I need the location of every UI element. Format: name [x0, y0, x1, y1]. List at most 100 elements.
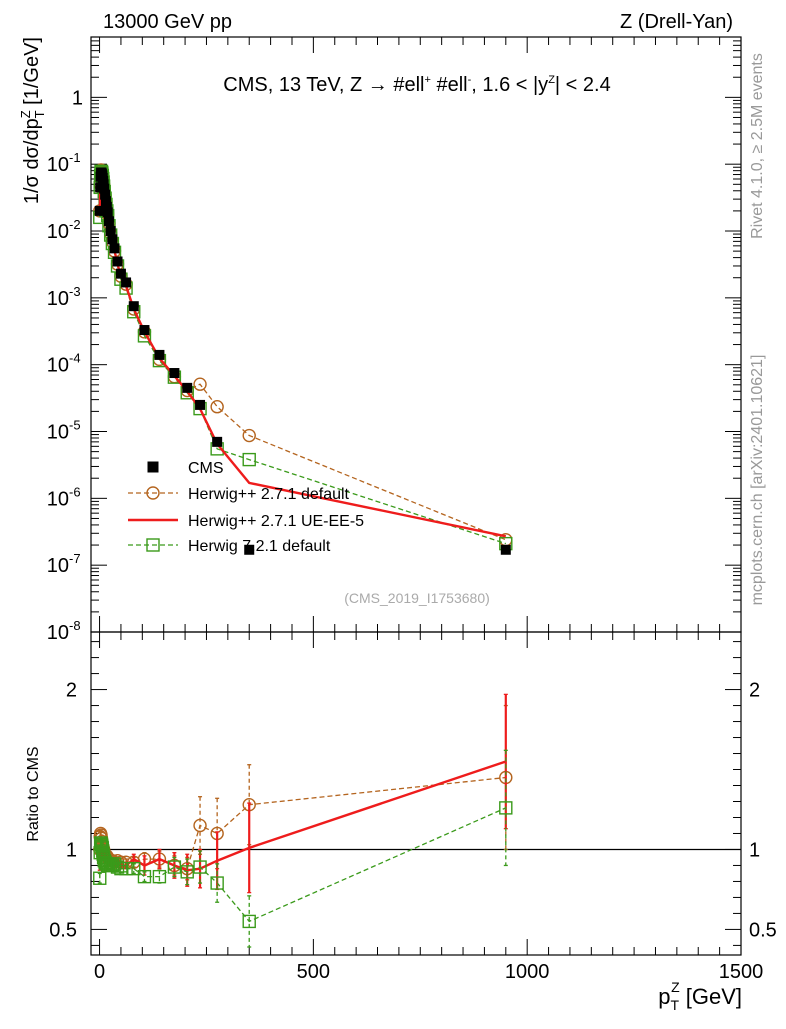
data-point-square — [210, 876, 224, 890]
legend-item: Herwig++ 2.7.1 UE-EE-5 — [128, 513, 364, 530]
data-point-cms — [139, 325, 150, 336]
legend-label: CMS — [188, 460, 224, 477]
data-point-cms — [500, 544, 511, 555]
main-axes: 110-110-210-310-410-510-610-710-8 — [47, 36, 742, 644]
ratio-xtick-label: 1000 — [505, 961, 550, 983]
main-ytick-label-exp: -1 — [69, 150, 81, 165]
data-point-square — [127, 861, 141, 876]
data-point-square — [93, 871, 107, 885]
legend-item: Herwig 7.2.1 default — [128, 538, 331, 555]
data-point-circle — [193, 818, 207, 833]
data-point-circle — [210, 400, 224, 414]
xlabel: pTZ [GeV] — [658, 979, 742, 1013]
ratio-series-0 — [93, 704, 513, 881]
data-point-square — [137, 869, 152, 884]
header-right: Z (Drell-Yan) — [620, 11, 733, 33]
data-point-cms — [128, 301, 139, 312]
main-ytick-label-exp: -4 — [69, 351, 81, 366]
data-point-cms — [99, 183, 110, 194]
data-point-square — [242, 452, 256, 467]
main-series-0 — [94, 167, 511, 555]
main-ytick-label: 10 — [47, 622, 69, 644]
watermark: (CMS_2019_I1753680) — [344, 590, 490, 606]
ratio-xtick-label: 500 — [297, 961, 330, 983]
data-point-square — [110, 860, 125, 874]
data-point-cms — [100, 189, 111, 200]
ratio-xtick-label: 1500 — [719, 961, 764, 983]
ratio-ytick-label-right: 0.5 — [749, 919, 777, 941]
data-point-circle — [146, 486, 160, 500]
ratio-axes: 0 500 1000 1500 0.5 0.5 1 1 2 2 — [49, 632, 777, 983]
data-point-cms — [103, 216, 114, 227]
data-point-cms — [105, 226, 116, 237]
data-point-cms — [147, 461, 159, 473]
ratio-panel-frame — [90, 631, 742, 956]
data-point-cms — [212, 436, 223, 447]
ratio-xtick-label: 0 — [94, 961, 105, 983]
ratio-ytick-label-right: 1 — [749, 839, 760, 861]
data-point-cms — [244, 544, 255, 555]
data-point-cms — [101, 201, 112, 212]
main-ytick-label-exp: -3 — [69, 284, 81, 299]
data-point-cms — [115, 268, 126, 279]
data-point-square — [119, 861, 133, 876]
data-point-cms — [100, 196, 111, 207]
ratio-series-2 — [93, 749, 513, 948]
data-point-square — [146, 538, 160, 552]
ratio-series-1 — [97, 693, 508, 894]
data-point-square — [499, 801, 513, 815]
main-series-layer — [93, 163, 513, 555]
main-ytick-label: 10 — [47, 488, 69, 510]
legend-label: Herwig 7.2.1 default — [188, 538, 331, 555]
ratio-ytick-label: 0.5 — [49, 919, 77, 941]
data-point-cms — [94, 205, 105, 216]
main-ytick-label-exp: -8 — [69, 618, 81, 633]
rivet-label: Rivet 4.1.0, ≥ 2.5M events — [749, 53, 766, 239]
legend: CMS Herwig++ 2.7.1 default Herwig++ 2.7.1 … — [128, 460, 364, 555]
ratio-ylabel: Ratio to CMS — [25, 746, 42, 841]
ratio-ytick-label-right: 2 — [749, 680, 760, 702]
data-point-cms — [195, 399, 206, 410]
main-title: CMS, 13 TeV, Z → #ell+ #ell-, 1.6 < |yZ|… — [223, 74, 610, 96]
legend-label: Herwig++ 2.7.1 UE-EE-5 — [188, 513, 364, 530]
main-ylabel: 1/σ dσ/dpZT [1/GeV] — [18, 37, 47, 204]
data-point-square — [167, 860, 182, 874]
legend-item: CMS — [147, 460, 224, 477]
main-ytick-label: 1 — [72, 87, 83, 109]
data-point-square — [180, 865, 194, 879]
data-point-cms — [182, 382, 193, 393]
data-point-square — [105, 858, 120, 873]
main-ytick-label-exp: -6 — [69, 484, 81, 499]
data-point-square — [152, 869, 167, 884]
data-point-circle — [242, 428, 256, 443]
ratio-ytick-label: 2 — [66, 680, 77, 702]
main-ytick-label-exp: -2 — [69, 217, 81, 232]
main-ytick-label: 10 — [47, 422, 69, 444]
data-point-cms — [169, 368, 180, 379]
main-ytick-label: 10 — [47, 555, 69, 577]
data-point-cms — [109, 243, 120, 254]
data-point-square — [193, 860, 207, 874]
data-point-circle — [193, 377, 207, 391]
data-point-cms — [121, 277, 132, 288]
header-left: 13000 GeV pp — [103, 11, 232, 33]
legend-label: Herwig++ 2.7.1 default — [188, 486, 350, 503]
main-ytick-label-exp: -7 — [69, 551, 81, 566]
data-point-cms — [102, 207, 113, 218]
mcplots-label: mcplots.cern.ch [arXiv:2401.10621] — [749, 355, 766, 606]
legend-item: Herwig++ 2.7.1 default — [128, 486, 350, 503]
data-point-square — [242, 914, 256, 929]
ratio-series-line — [99, 776, 506, 870]
ratio-series-line — [98, 760, 507, 872]
data-point-cms — [112, 256, 123, 267]
data-point-cms — [107, 234, 118, 245]
main-ytick-label: 10 — [47, 154, 69, 176]
main-ytick-label-exp: -5 — [69, 418, 81, 433]
main-ytick-label: 10 — [47, 288, 69, 310]
main-ytick-label: 10 — [47, 221, 69, 243]
ratio-series-layer — [93, 693, 513, 948]
data-point-cms — [154, 349, 165, 360]
main-ytick-label: 10 — [47, 355, 69, 377]
